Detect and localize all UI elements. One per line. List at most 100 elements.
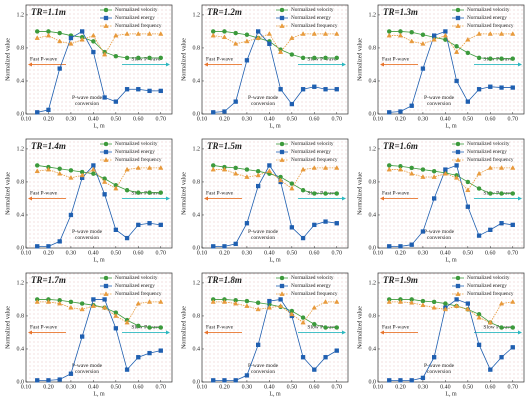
frequency-point	[103, 23, 109, 28]
y-tick-label: 0.8	[17, 45, 25, 51]
velocity-point	[455, 7, 461, 13]
frequency-point	[266, 168, 273, 174]
velocity-point	[455, 275, 461, 281]
legend-label: Normalized frequency	[467, 290, 514, 297]
velocity-point	[300, 315, 306, 320]
energy-point	[244, 58, 250, 63]
energy-point	[103, 15, 109, 21]
velocity-point	[300, 55, 306, 61]
fast-arrowhead	[380, 62, 384, 67]
legend-label: Normalized frequency	[291, 156, 338, 163]
frequency-point	[487, 31, 493, 36]
frequency-point	[279, 23, 285, 28]
mode-label: conversion	[251, 369, 275, 375]
velocity-point	[279, 275, 285, 281]
frequency-point	[476, 31, 482, 36]
velocity-point	[103, 141, 109, 147]
frequency-point	[158, 31, 164, 36]
energy-point	[278, 297, 283, 302]
fast-label: Fast P-wave	[206, 57, 234, 63]
frequency-point	[158, 299, 164, 304]
velocity-point	[420, 167, 426, 172]
x-axis-label: L, m	[445, 391, 457, 397]
energy-point	[211, 378, 216, 383]
x-tick-label: 0.60	[309, 116, 320, 122]
energy-point	[267, 163, 272, 168]
energy-point	[211, 244, 216, 249]
energy-point	[46, 107, 51, 113]
y-tick-label: 0.8	[369, 313, 377, 319]
frequency-point	[453, 175, 460, 180]
velocity-point	[233, 165, 238, 171]
frequency-point	[277, 303, 284, 308]
legend-label: Normalized energy	[115, 283, 155, 289]
series-line	[389, 167, 513, 191]
velocity-point	[68, 299, 74, 305]
mode-label: P-wave mode	[248, 363, 279, 369]
frequency-point	[68, 41, 74, 46]
mode-label: P-wave mode	[72, 95, 103, 101]
mode-label: conversion	[427, 101, 451, 107]
x-tick-label: 0.70	[508, 250, 519, 256]
x-tick-label: 0.10	[21, 250, 32, 256]
frequency-point	[266, 304, 273, 310]
x-tick-label: 0.10	[197, 250, 208, 256]
x-tick-label: 0.70	[156, 384, 167, 390]
frequency-point	[397, 299, 404, 304]
x-tick-label: 0.20	[395, 384, 406, 390]
panel: 0.10 0.20 0.30 0.40 0.50 0.60 0.70 0.0 0.4 0.8 1.2…	[181, 4, 349, 129]
energy-point	[455, 149, 461, 155]
frequency-point	[322, 299, 329, 304]
energy-point	[465, 99, 470, 104]
energy-point	[102, 297, 107, 302]
frequency-point	[68, 175, 74, 180]
frequency-point	[57, 300, 63, 306]
y-tick-label: 0.0	[17, 245, 25, 251]
frequency-point	[79, 306, 85, 312]
x-tick-label: 0.50	[287, 384, 298, 390]
energy-point	[57, 239, 62, 244]
mode-label: conversion	[251, 101, 275, 107]
frequency-point	[397, 32, 404, 38]
frequency-point	[135, 300, 141, 306]
panel-title: TR=1.9m	[383, 275, 418, 285]
x-tick-label: 0.70	[332, 116, 343, 122]
x-tick-label: 0.30	[66, 250, 77, 256]
velocity-point	[510, 56, 516, 61]
velocity-point	[510, 325, 516, 330]
energy-point	[488, 84, 493, 89]
energy-point	[454, 78, 459, 84]
frequency-point	[113, 185, 119, 191]
energy-point	[499, 85, 504, 90]
frequency-point	[510, 165, 516, 170]
y-tick-label: 1.2	[193, 280, 201, 286]
panel: 0.10 0.20 0.30 0.40 0.50 0.60 0.70 0.0 0.4 0.8 1.2…	[5, 138, 173, 263]
energy-point	[465, 301, 470, 306]
energy-point	[334, 87, 339, 92]
velocity-point	[312, 55, 317, 61]
y-tick-label: 0.0	[193, 379, 201, 385]
mode-label: conversion	[75, 369, 99, 375]
energy-point	[476, 233, 482, 238]
legend-label: Normalized frequency	[467, 156, 514, 163]
energy-point	[256, 29, 261, 34]
frequency-point	[124, 319, 130, 325]
frequency-point	[101, 51, 108, 57]
energy-point	[46, 378, 51, 383]
energy-point	[211, 110, 216, 115]
energy-point	[233, 378, 238, 383]
y-tick-label: 0.4	[17, 78, 25, 84]
x-tick-label: 0.10	[373, 116, 384, 122]
energy-point	[409, 103, 414, 108]
frequency-point	[476, 170, 482, 176]
frequency-point	[465, 187, 471, 193]
y-tick-label: 1.2	[193, 146, 201, 152]
energy-point	[323, 87, 328, 92]
panel: 0.10 0.20 0.30 0.40 0.50 0.60 0.70 0.0 0.4 0.8 1.2…	[357, 272, 525, 397]
mode-label: conversion	[75, 235, 99, 241]
panel: 0.10 0.20 0.30 0.40 0.50 0.60 0.70 0.0 0.4 0.8 1.2…	[357, 4, 525, 129]
energy-point	[432, 196, 437, 201]
velocity-point	[68, 168, 74, 173]
frequency-point	[465, 306, 471, 312]
